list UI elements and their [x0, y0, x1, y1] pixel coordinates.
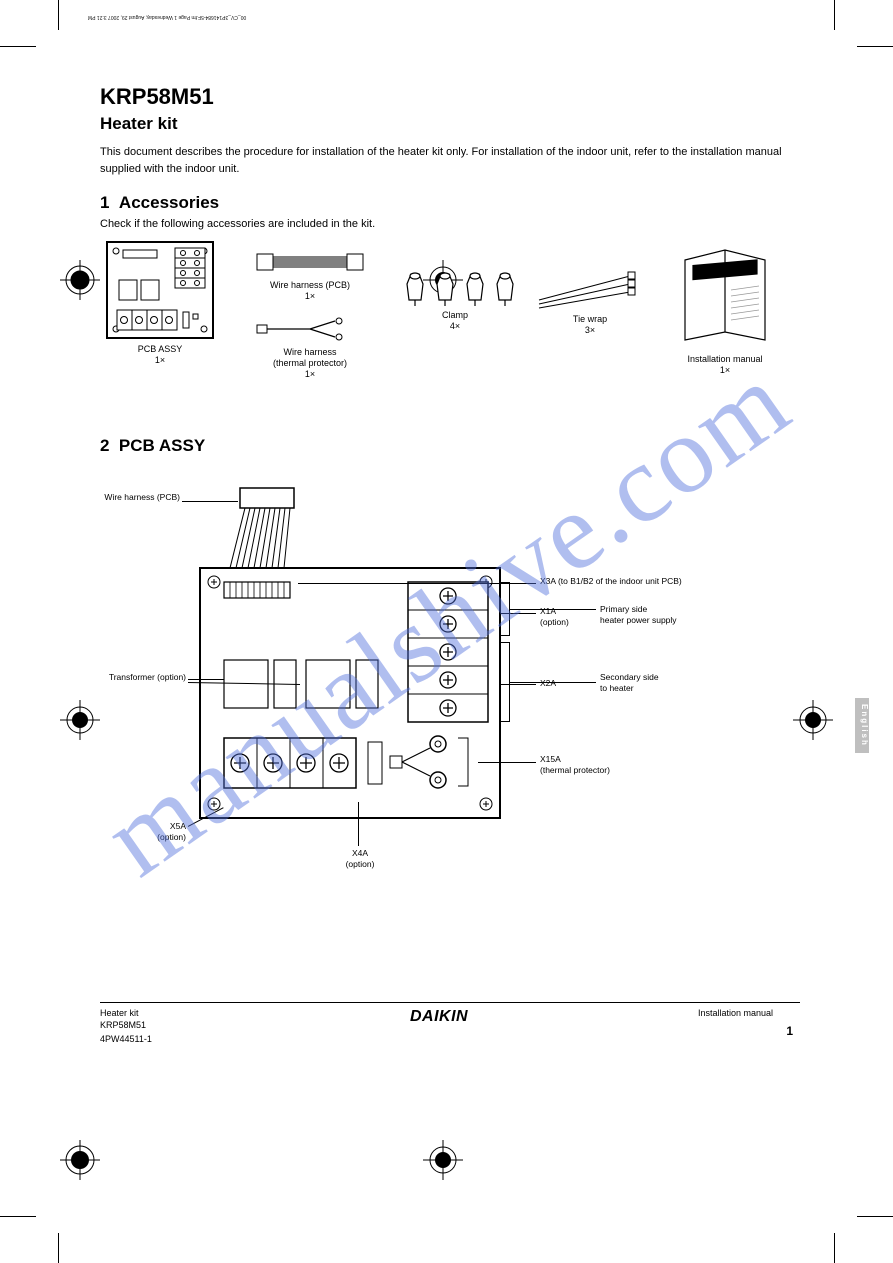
accessory-label: Wire harness (PCB): [270, 280, 350, 290]
pcb-diagram: Wire harness (PCB) Transformer (option) …: [100, 476, 800, 876]
leader-line: [188, 679, 224, 680]
footer-left: Heater kit KRP58M51: [100, 1008, 146, 1031]
accessory-qty: 1×: [720, 365, 730, 375]
bracket: [500, 642, 510, 722]
wire-harness-pcb-icon: [255, 248, 365, 276]
footer-code: 4PW44511-1: [100, 1034, 152, 1044]
accessory-clamp: Clamp4×: [395, 270, 515, 332]
leader-line: [510, 609, 596, 610]
leader-line: [182, 501, 238, 502]
accessory-tie-wrap: Tie wrap3×: [535, 270, 645, 336]
trim-mark: [857, 46, 893, 47]
trim-mark: [0, 1216, 36, 1217]
section-heading: 1 Accessories: [100, 193, 800, 213]
page-number: 1: [786, 1024, 793, 1038]
accessory-label: Installation manual: [687, 354, 762, 364]
tie-wrap-icon: [535, 270, 645, 310]
pcb-assy-icon: [105, 240, 215, 340]
callout-x3a: X3A (to B1/B2 of the indoor unit PCB): [540, 576, 790, 587]
callout-x2a: X2A: [540, 678, 600, 689]
callout-x15a: X15A (thermal protector): [540, 754, 680, 775]
footer-rule: [100, 1002, 800, 1003]
bracket: [500, 582, 510, 636]
page: 00_CV_3P141684-5F.fm Page 1 Wednesday, A…: [0, 0, 893, 1263]
accessories-row: PCB ASSY1× Wire harness (PCB)1×: [100, 240, 800, 420]
accessory-label: Tie wrap: [573, 314, 607, 324]
callout-secondary: Secondary side to heater: [600, 672, 750, 693]
section-body: Check if the following accessories are i…: [100, 217, 800, 232]
pcb-diagram-svg: [190, 486, 530, 846]
language-tab: English: [855, 698, 869, 753]
accessory-label: Clamp: [442, 310, 468, 320]
caution-text: This document describes the procedure fo…: [100, 144, 800, 177]
trim-header: 00_CV_3P141684-5F.fm Page 1 Wednesday, A…: [88, 14, 246, 20]
accessory-wire-harness-pcb: Wire harness (PCB)1×: [250, 248, 370, 302]
accessory-qty: 4×: [450, 321, 460, 331]
leader-line: [358, 802, 359, 846]
section-number: 1: [100, 193, 109, 212]
trim-mark: [834, 0, 835, 30]
trim-mark: [834, 1233, 835, 1263]
trim-mark: [857, 1216, 893, 1217]
accessory-manual: Installation manual1×: [665, 240, 785, 376]
wire-harness-thermal-icon: [255, 315, 365, 343]
accessory-wire-harness-thermal: Wire harness (thermal protector)1×: [250, 315, 370, 379]
section-title: PCB ASSY: [119, 436, 205, 455]
section-title: Accessories: [119, 193, 219, 212]
accessory-label: PCB ASSY: [138, 344, 183, 354]
product-title: Heater kit: [100, 114, 800, 134]
registration-mark-icon: [60, 1140, 100, 1180]
accessory-label: Wire harness (thermal protector): [273, 347, 347, 368]
accessory-qty: 3×: [585, 325, 595, 335]
trim-mark: [58, 0, 59, 30]
callout-transformer: Transformer (option): [100, 672, 186, 683]
accessory-qty: 1×: [155, 355, 165, 365]
content-area: KRP58M51 Heater kit This document descri…: [100, 80, 800, 876]
brand-logo: DAIKIN: [410, 1008, 468, 1026]
callout-x5a: X5A (option): [100, 821, 186, 842]
accessory-qty: 1×: [305, 369, 315, 379]
callout-x4a: X4A (option): [330, 848, 390, 869]
section-number: 2: [100, 436, 109, 455]
clamp-icon: [395, 270, 515, 306]
trim-mark: [0, 46, 36, 47]
registration-mark-icon: [423, 1140, 463, 1180]
callout-wire-harness: Wire harness (PCB): [100, 492, 180, 503]
trim-mark: [58, 1233, 59, 1263]
registration-mark-icon: [60, 260, 100, 300]
leader-line: [478, 762, 536, 763]
leader-line: [510, 682, 596, 683]
model-number: KRP58M51: [100, 84, 800, 110]
accessory-qty: 1×: [305, 291, 315, 301]
footer-right: Installation manual: [698, 1008, 773, 1018]
accessory-pcb: PCB ASSY1×: [100, 240, 220, 366]
registration-mark-icon: [60, 700, 100, 740]
section-heading: 2 PCB ASSY: [100, 436, 800, 456]
manual-icon: [665, 240, 785, 350]
callout-primary: Primary side heater power supply: [600, 604, 750, 625]
